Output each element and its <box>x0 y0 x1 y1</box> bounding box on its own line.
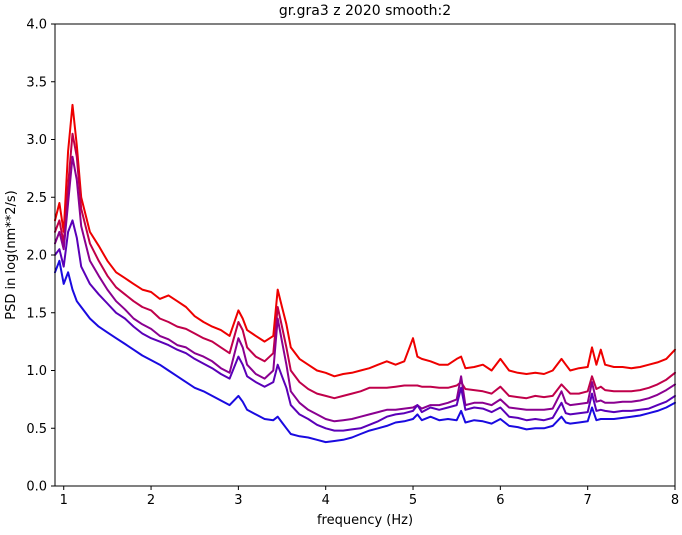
y-tick-label: 1.5 <box>26 306 47 321</box>
y-tick-label: 0.5 <box>26 422 47 437</box>
x-tick-label: 5 <box>409 493 417 508</box>
x-tick-label: 3 <box>234 493 242 508</box>
y-tick-label: 3.5 <box>26 75 47 90</box>
series-layer <box>54 103 676 444</box>
x-tick-label: 8 <box>671 493 679 508</box>
x-tick-label: 1 <box>60 493 68 508</box>
y-tick-label: 0.0 <box>26 480 47 495</box>
x-tick-label: 4 <box>322 493 330 508</box>
y-tick-label: 2.5 <box>26 191 47 206</box>
series-line-4 <box>54 219 676 432</box>
x-axis-ticks: 1 2 3 4 5 6 7 8 <box>60 486 679 508</box>
y-tick-label: 1.0 <box>26 364 47 379</box>
series-line-5 <box>54 259 676 444</box>
x-tick-label: 2 <box>147 493 155 508</box>
series-line-2 <box>54 132 676 400</box>
x-tick-label: 7 <box>584 493 592 508</box>
y-axis-label: PSD in log(nm**2/s) <box>4 190 19 320</box>
y-tick-label: 4.0 <box>26 18 47 33</box>
y-tick-label: 3.0 <box>26 133 47 148</box>
chart-title: gr.gra3 z 2020 smooth:2 <box>279 3 451 19</box>
series-line-1 <box>54 103 676 378</box>
x-tick-label: 6 <box>496 493 504 508</box>
x-axis-label: frequency (Hz) <box>317 513 413 528</box>
y-tick-label: 2.0 <box>26 249 47 264</box>
series-line-3 <box>54 155 676 423</box>
y-axis-ticks: 0.0 0.5 1.0 1.5 2.0 2.5 3.0 3.5 4.0 <box>26 18 55 495</box>
